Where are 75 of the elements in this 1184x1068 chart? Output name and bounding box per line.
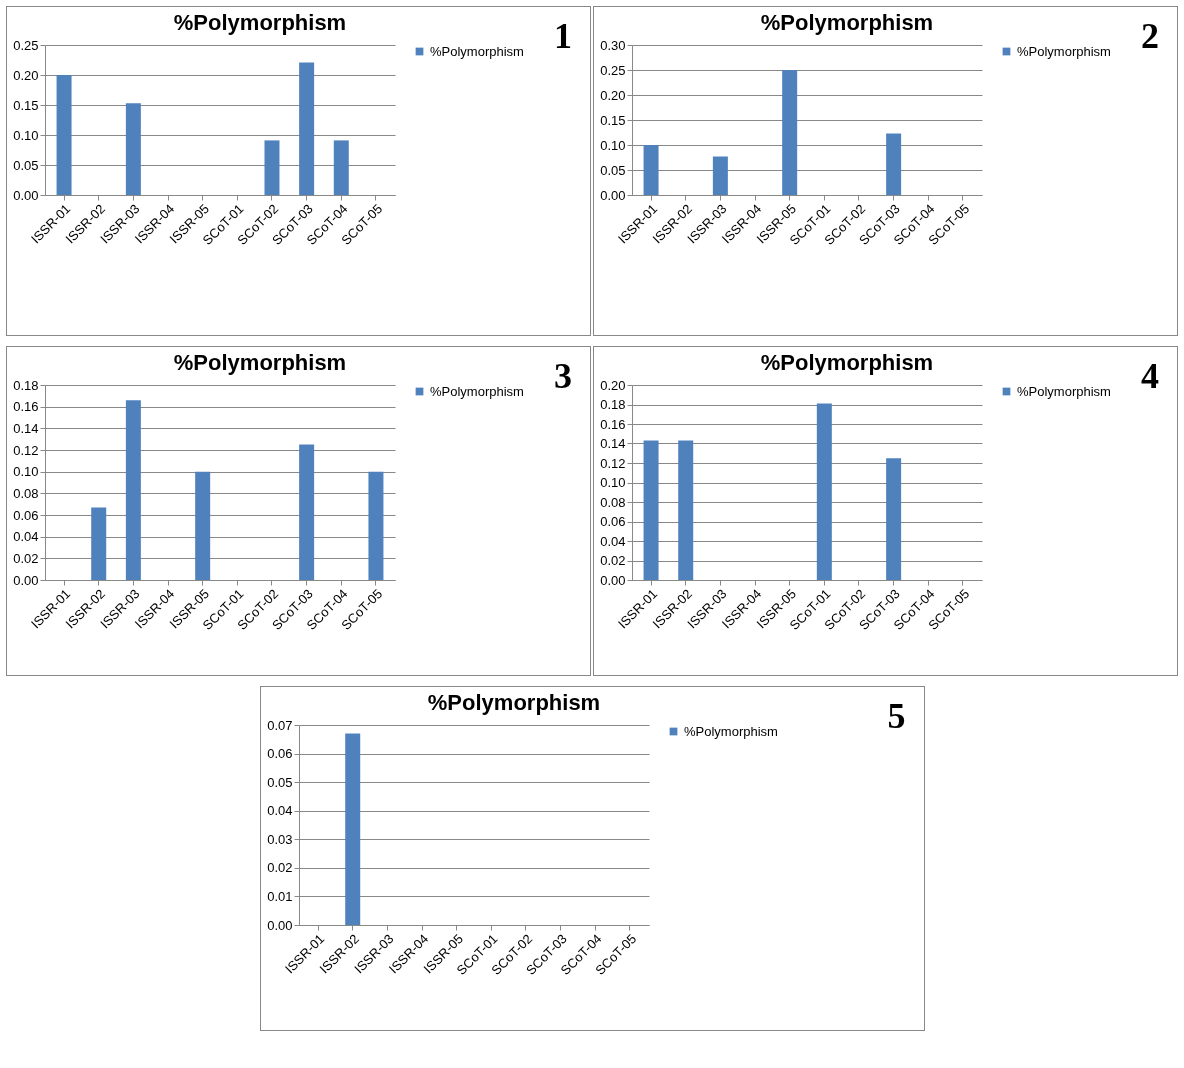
bar bbox=[195, 471, 211, 580]
y-tick-label: 0.15 bbox=[13, 97, 39, 113]
y-tick-label: 0.20 bbox=[600, 87, 626, 103]
y-tick-label: 0.04 bbox=[13, 529, 39, 545]
y-tick-label: 0.00 bbox=[266, 917, 292, 933]
chart-title: %Polymorphism bbox=[173, 10, 347, 35]
bar bbox=[368, 471, 384, 580]
y-tick-label: 0.04 bbox=[600, 533, 626, 549]
y-tick-label: 0.18 bbox=[13, 377, 39, 393]
y-tick-label: 0.02 bbox=[600, 553, 626, 568]
bar bbox=[125, 400, 141, 580]
y-tick-label: 0.15 bbox=[600, 112, 626, 128]
legend-label: %Polymorphism bbox=[430, 43, 524, 59]
y-tick-label: 0.00 bbox=[13, 187, 39, 203]
y-tick-label: 0.06 bbox=[600, 514, 626, 529]
chart-title: %Polymorphism bbox=[427, 690, 600, 715]
bar bbox=[56, 75, 72, 195]
chart-title: %Polymorphism bbox=[760, 350, 934, 375]
y-tick-label: 0.12 bbox=[600, 455, 626, 471]
legend-label: %Polymorphism bbox=[1017, 383, 1111, 399]
legend-label: %Polymorphism bbox=[1017, 43, 1111, 59]
y-tick-label: 0.14 bbox=[600, 436, 626, 451]
y-tick-label: 0.01 bbox=[266, 888, 292, 904]
y-tick-label: 0.12 bbox=[13, 442, 39, 458]
y-tick-label: 0.10 bbox=[13, 464, 39, 480]
y-tick-label: 0.25 bbox=[600, 62, 626, 78]
y-tick-label: 0.14 bbox=[13, 420, 39, 436]
bar bbox=[125, 103, 141, 195]
legend-label: %Polymorphism bbox=[683, 723, 778, 739]
y-tick-label: 0.10 bbox=[13, 127, 39, 143]
y-tick-label: 0.05 bbox=[600, 162, 626, 178]
y-tick-label: 0.20 bbox=[13, 67, 39, 83]
y-tick-label: 0.25 bbox=[13, 37, 39, 53]
bar bbox=[643, 440, 659, 580]
y-tick-label: 0.10 bbox=[600, 137, 626, 153]
text: 3 bbox=[554, 355, 572, 397]
bar bbox=[91, 507, 107, 580]
y-tick-label: 0.02 bbox=[13, 550, 39, 566]
bar bbox=[643, 145, 659, 195]
y-tick-label: 0.00 bbox=[600, 187, 626, 203]
y-tick-label: 0.30 bbox=[600, 37, 626, 53]
y-tick-label: 0.02 bbox=[266, 860, 292, 876]
bar bbox=[333, 140, 349, 195]
text: 1 bbox=[554, 15, 572, 57]
bar bbox=[816, 403, 832, 580]
y-tick-label: 0.20 bbox=[600, 377, 626, 393]
y-tick-label: 0.08 bbox=[600, 494, 626, 510]
text: 5 bbox=[887, 695, 906, 737]
y-tick-label: 0.18 bbox=[600, 397, 626, 412]
bar bbox=[886, 458, 902, 580]
y-tick-label: 0.00 bbox=[600, 572, 626, 588]
y-tick-label: 0.10 bbox=[600, 475, 626, 490]
chart-title: %Polymorphism bbox=[760, 10, 934, 35]
y-tick-label: 0.06 bbox=[266, 746, 292, 762]
y-tick-label: 0.16 bbox=[600, 416, 626, 432]
chart-title: %Polymorphism bbox=[173, 350, 347, 375]
text: 2 bbox=[1141, 15, 1159, 57]
text: 4 bbox=[1141, 355, 1159, 397]
y-tick-label: 0.16 bbox=[13, 399, 39, 415]
y-tick-label: 0.08 bbox=[13, 485, 39, 501]
bar bbox=[299, 62, 315, 195]
y-tick-label: 0.07 bbox=[266, 717, 292, 733]
bar bbox=[712, 156, 728, 195]
y-tick-label: 0.03 bbox=[266, 831, 292, 847]
y-tick-label: 0.06 bbox=[13, 507, 39, 523]
bar bbox=[678, 440, 694, 580]
bar bbox=[782, 70, 798, 195]
y-tick-label: 0.04 bbox=[266, 803, 292, 819]
legend-label: %Polymorphism bbox=[430, 383, 524, 399]
bar bbox=[299, 444, 315, 580]
bar bbox=[886, 133, 902, 195]
y-tick-label: 0.05 bbox=[13, 157, 39, 173]
bar bbox=[264, 140, 280, 195]
y-tick-label: 0.00 bbox=[13, 572, 39, 588]
y-tick-label: 0.05 bbox=[266, 774, 292, 790]
